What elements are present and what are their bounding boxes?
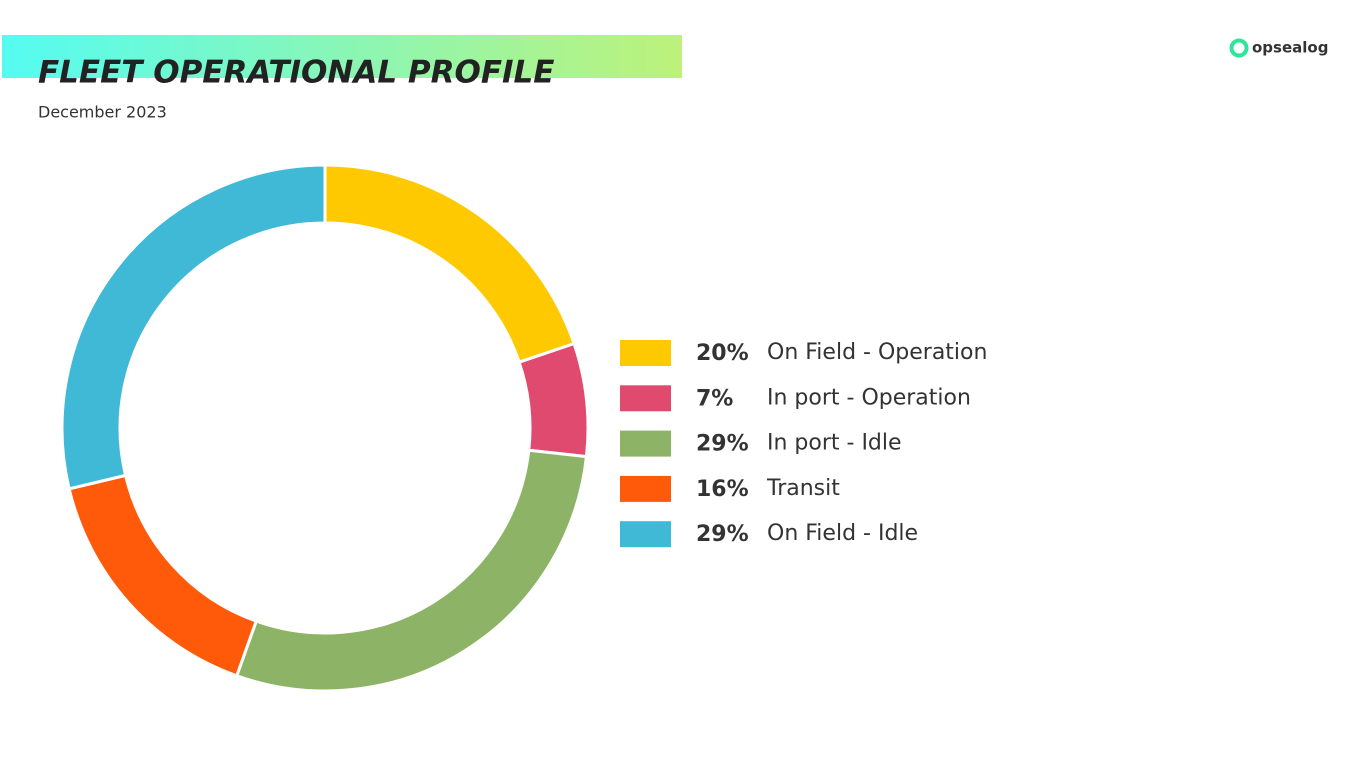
legend-swatch xyxy=(620,475,671,502)
legend-value: 29% xyxy=(696,522,749,547)
donut-segment xyxy=(323,163,576,365)
legend-value: 20% xyxy=(696,341,749,366)
legend: 20% On Field - Operation 7% In port - Opera… xyxy=(620,340,987,548)
legend-label: In port - Idle xyxy=(767,431,902,456)
logo: opsealog xyxy=(1252,39,1328,57)
legend-value: 7% xyxy=(696,386,733,411)
donut-segment xyxy=(60,163,327,491)
legend-label: In port - Operation xyxy=(767,385,971,410)
chart-title: FLEET OPERATIONAL PROFILE xyxy=(38,55,554,91)
title-band xyxy=(2,35,682,78)
legend-swatch xyxy=(620,340,671,366)
donut-segment xyxy=(234,448,589,693)
legend-label: Transit xyxy=(766,476,840,501)
legend-swatch xyxy=(620,521,671,548)
donut-segment xyxy=(67,473,259,678)
legend-swatch xyxy=(620,430,671,457)
legend-label: On Field - Idle xyxy=(767,521,918,546)
subtitle: December 2023 xyxy=(38,103,167,122)
legend-value: 16% xyxy=(696,477,749,502)
legend-value: 29% xyxy=(696,432,749,457)
logo-icon xyxy=(1229,38,1249,58)
legend-swatch xyxy=(620,385,671,412)
donut-segment xyxy=(517,341,590,459)
legend-label: On Field - Operation xyxy=(767,340,987,365)
